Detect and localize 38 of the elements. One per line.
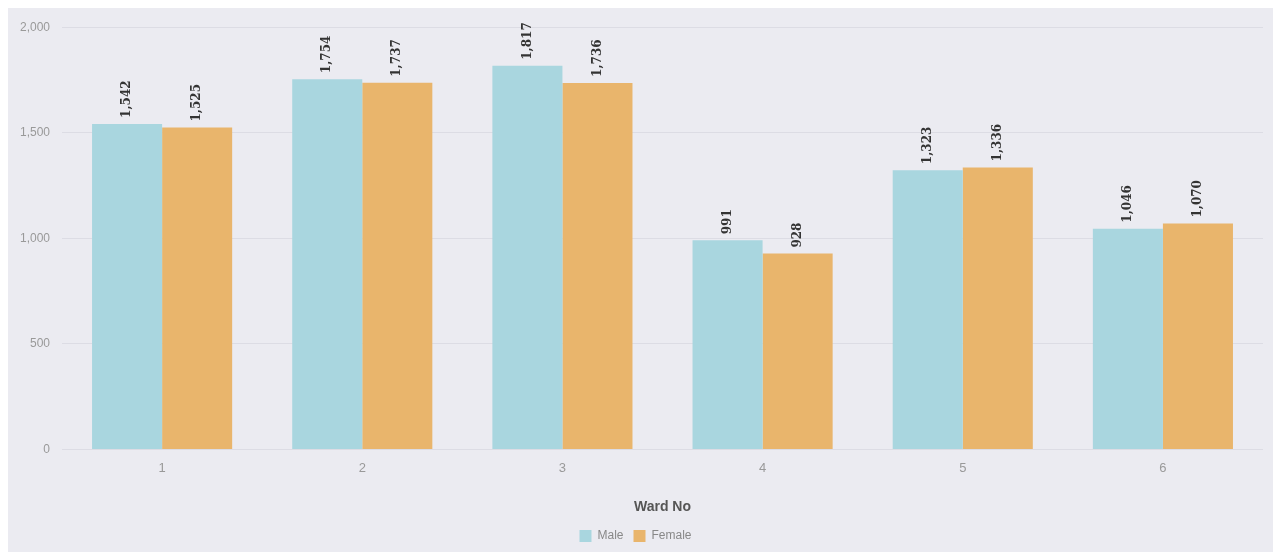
x-tick-label: 5 <box>959 459 967 475</box>
legend-label: Male <box>597 528 624 543</box>
data-label: 1,737 <box>389 39 404 77</box>
y-tick-label: 1,000 <box>20 230 51 245</box>
x-tick-label: 6 <box>1159 459 1167 475</box>
data-label: 1,542 <box>119 80 134 118</box>
bar <box>562 82 633 450</box>
x-tick-label: 4 <box>758 459 767 475</box>
y-tick-label: 2,000 <box>20 19 51 34</box>
data-label: 1,754 <box>319 35 334 74</box>
bar <box>692 240 763 450</box>
x-tick-label: 2 <box>358 459 366 475</box>
y-tick-label: 1,500 <box>20 125 51 140</box>
data-label: 1,525 <box>189 83 204 122</box>
legend-label: Female <box>651 528 692 543</box>
bar <box>492 65 563 450</box>
y-tick-label: 0 <box>43 441 51 456</box>
bar <box>292 79 363 450</box>
data-label: 1,070 <box>1190 180 1205 218</box>
bar <box>92 123 163 450</box>
data-label: 1,736 <box>589 39 604 77</box>
bar <box>1092 228 1163 450</box>
bar <box>762 253 833 450</box>
x-tick-label: 1 <box>158 459 166 475</box>
bar <box>162 127 233 450</box>
bar <box>1162 223 1233 450</box>
bar <box>362 82 433 450</box>
data-label: 1,336 <box>989 123 1004 162</box>
data-label: 1,817 <box>519 22 534 60</box>
data-label: 1,046 <box>1120 185 1135 223</box>
x-tick-label: 3 <box>558 459 567 475</box>
data-label: 1,323 <box>919 126 934 165</box>
data-label: 928 <box>789 222 804 248</box>
bar <box>892 170 963 450</box>
x-axis-title: Ward No <box>633 498 692 515</box>
bar <box>962 167 1033 450</box>
data-label: 991 <box>719 209 734 235</box>
y-tick-label: 500 <box>30 336 51 351</box>
